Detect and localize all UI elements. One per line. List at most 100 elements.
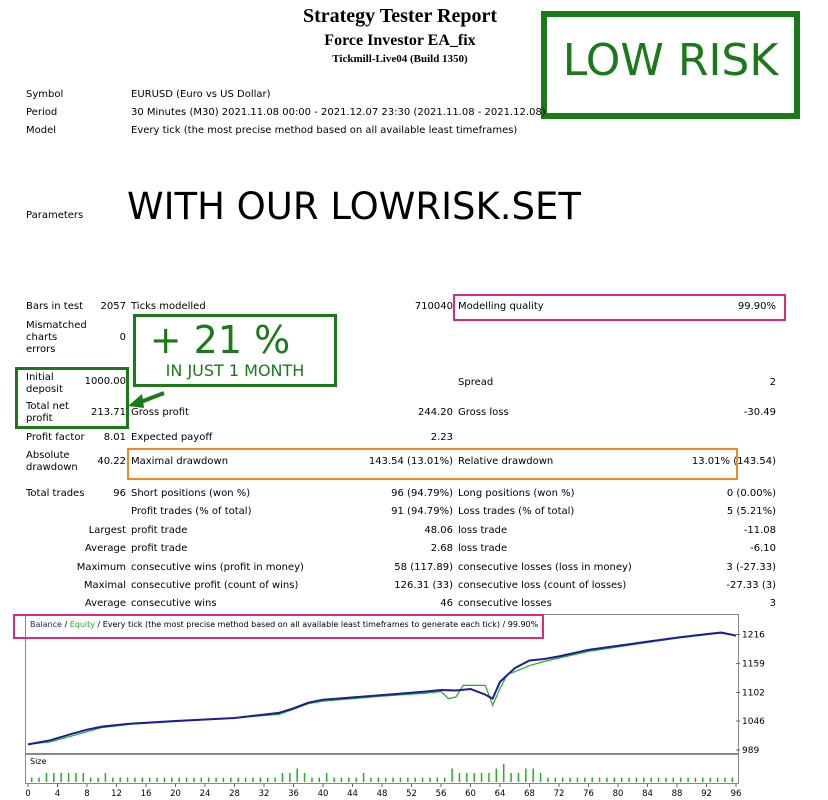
report-title: Strategy Tester Report <box>302 5 498 27</box>
mismatch-label-2: charts <box>26 332 58 343</box>
y-tick-label: 1216 <box>742 631 765 641</box>
low-risk-badge <box>541 11 800 119</box>
mismatch-label-1: Mismatched <box>26 320 87 331</box>
maximal-label: Maximal <box>83 580 126 591</box>
largest-profit-label: profit trade <box>131 525 188 536</box>
drawdown-highlight-box <box>127 448 738 480</box>
profit-badge-main: + 21 % <box>149 318 291 362</box>
maximal-profit-value: 126.31 (33) <box>394 580 453 591</box>
deposit-highlight-box <box>15 367 129 429</box>
profit-badge-box <box>133 314 337 387</box>
lowrisk-set-overlay: WITH OUR LOWRISK.SET <box>127 185 581 228</box>
x-tick-label: 8 <box>84 789 89 799</box>
max-losses-label: consecutive losses (loss in money) <box>458 562 632 573</box>
pf-label: Profit factor <box>26 432 85 443</box>
ea-name: Force Investor EA_fix <box>324 32 476 49</box>
profit-trades-label: Profit trades (% of total) <box>131 506 252 517</box>
trades-value: 96 <box>113 488 126 499</box>
symbol-label: Symbol <box>26 89 64 100</box>
legend-balance: Balance <box>30 620 62 629</box>
x-tick-label: 60 <box>465 789 476 799</box>
largest-loss-label: loss trade <box>458 525 508 536</box>
x-tick-label: 72 <box>554 789 565 799</box>
size-chart-frame <box>25 754 739 784</box>
x-tick-label: 20 <box>170 789 181 799</box>
spread-label: Spread <box>458 377 494 388</box>
gross-profit-value: 244.20 <box>418 407 453 418</box>
rel-dd-value: 13.01% (143.54) <box>691 456 776 467</box>
mismatch-label-3: errors <box>26 344 56 355</box>
maximal-loss-value: -27.33 (3) <box>726 580 776 591</box>
average-profit-value: 2.68 <box>430 543 453 554</box>
x-tick-label: 80 <box>613 789 624 799</box>
abs-dd-value: 40.22 <box>97 456 126 467</box>
payoff-value: 2.23 <box>430 432 453 443</box>
x-tick-label: 52 <box>406 789 417 799</box>
quality-value: 99.90% <box>737 301 776 312</box>
deposit-label-2: deposit <box>26 384 63 395</box>
avg-wins-value: 46 <box>440 598 453 609</box>
x-tick-label: 96 <box>731 789 742 799</box>
average-label: Average <box>84 543 126 554</box>
y-tick-label: 989 <box>742 746 759 756</box>
short-value: 96 (94.79%) <box>391 488 453 499</box>
x-tick-label: 4 <box>55 789 60 799</box>
largest-loss-value: -11.08 <box>743 525 776 536</box>
x-tick-label: 28 <box>229 789 240 799</box>
ticks-value: 710040 <box>414 301 453 312</box>
max-wins-value: 58 (117.89) <box>394 562 453 573</box>
maximal-profit-label: consecutive profit (count of wins) <box>131 580 299 591</box>
average-loss-label: loss trade <box>458 543 508 554</box>
deposit-value: 1000.00 <box>84 376 126 387</box>
maximal-loss-label: consecutive loss (count of losses) <box>458 580 627 591</box>
short-label: Short positions (won %) <box>131 488 251 499</box>
average-profit-label: profit trade <box>131 543 188 554</box>
x-tick-label: 12 <box>111 789 122 799</box>
legend-rest: / Every tick (the most precise method ba… <box>94 620 539 629</box>
maximum-label: Maximum <box>76 562 126 573</box>
arrow-icon <box>128 391 165 408</box>
x-tick-label: 64 <box>495 789 506 799</box>
rel-dd-label: Relative drawdown <box>458 456 554 467</box>
profit-trades-value: 91 (94.79%) <box>391 506 453 517</box>
pf-value: 8.01 <box>103 432 126 443</box>
parameters-label: Parameters <box>26 210 84 221</box>
x-tick-label: 56 <box>436 789 447 799</box>
largest-profit-value: 48.06 <box>424 525 453 536</box>
quality-label: Modelling quality <box>458 301 544 312</box>
long-label: Long positions (won %) <box>458 488 575 499</box>
max-wins-label: consecutive wins (profit in money) <box>131 562 304 573</box>
period-value: 30 Minutes (M30) 2021.11.08 00:00 - 2021… <box>131 107 546 118</box>
x-tick-label: 76 <box>583 789 594 799</box>
spread-value: 2 <box>769 377 776 388</box>
legend-equity: Equity <box>69 620 95 629</box>
x-tick-label: 92 <box>701 789 712 799</box>
max-dd-value: 143.54 (13.01%) <box>368 456 453 467</box>
payoff-label: Expected payoff <box>131 432 213 443</box>
largest-label: Largest <box>88 525 126 536</box>
avg-label: Average <box>84 598 126 609</box>
avg-losses-label: consecutive losses <box>458 598 552 609</box>
model-value: Every tick (the most precise method base… <box>131 125 518 136</box>
x-tick-label: 16 <box>141 789 152 799</box>
average-loss-value: -6.10 <box>750 543 776 554</box>
x-tick-label: 40 <box>318 789 329 799</box>
trades-label: Total trades <box>26 488 85 499</box>
loss-trades-value: 5 (5.21%) <box>726 506 776 517</box>
profit-badge-sub: IN JUST 1 MONTH <box>165 361 305 380</box>
abs-dd-label-2: drawdown <box>26 462 78 473</box>
x-tick-label: 44 <box>347 789 358 799</box>
y-tick-label: 1159 <box>742 660 765 670</box>
bars-value: 2057 <box>100 301 126 312</box>
model-label: Model <box>26 125 57 136</box>
x-tick-label: 68 <box>524 789 535 799</box>
x-tick-label: 24 <box>200 789 211 799</box>
server-name: Tickmill-Live04 (Build 1350) <box>332 53 468 65</box>
x-tick-label: 84 <box>642 789 653 799</box>
loss-trades-label: Loss trades (% of total) <box>458 506 575 517</box>
x-tick-label: 88 <box>672 789 683 799</box>
period-label: Period <box>26 107 58 118</box>
legend-sep: / <box>61 620 70 629</box>
abs-dd-label-1: Absolute <box>26 450 70 461</box>
symbol-value: EURUSD (Euro vs US Dollar) <box>131 89 271 100</box>
